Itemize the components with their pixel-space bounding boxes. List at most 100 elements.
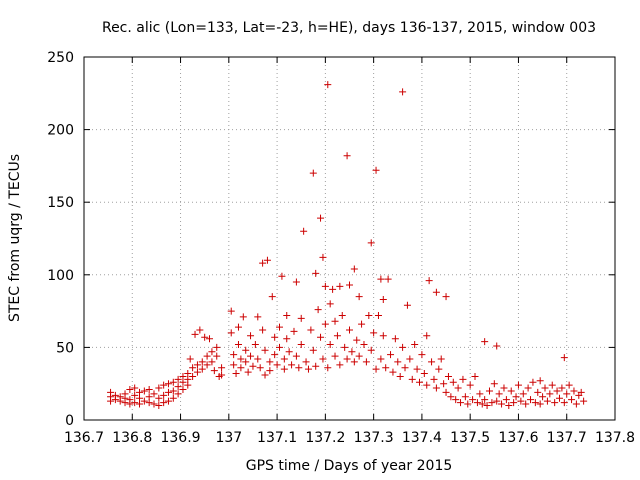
data-point [237, 355, 245, 363]
data-point [292, 352, 300, 360]
data-point [302, 358, 310, 366]
x-tick-label: 136.9 [160, 430, 200, 446]
data-point [331, 317, 339, 325]
data-point [244, 368, 252, 376]
data-point [382, 364, 390, 372]
data-point [560, 399, 568, 407]
data-point [193, 368, 201, 376]
data-point [317, 214, 325, 222]
data-point [276, 323, 284, 331]
data-point [276, 343, 284, 351]
data-point [116, 397, 124, 405]
axis-ticks [83, 56, 616, 421]
data-point [321, 282, 329, 290]
data-point [394, 358, 402, 366]
data-point [174, 390, 182, 398]
data-point [391, 335, 399, 343]
data-point [174, 375, 182, 383]
data-point [343, 355, 351, 363]
data-point [401, 364, 409, 372]
data-point [577, 388, 585, 396]
data-point [370, 329, 378, 337]
data-point [372, 166, 380, 174]
data-point [273, 361, 281, 369]
data-point [249, 362, 257, 370]
data-point [365, 311, 373, 319]
data-point [536, 377, 544, 385]
x-axis-title: GPS time / Days of year 2015 [246, 458, 453, 474]
x-tick-label: 137.1 [257, 430, 297, 446]
data-point [312, 362, 320, 370]
data-point [527, 396, 535, 404]
data-point [210, 367, 218, 375]
x-tick-label: 136.8 [112, 430, 152, 446]
data-point [237, 364, 245, 372]
data-point [555, 394, 563, 402]
data-point [319, 355, 327, 363]
x-tick-label: 137 [215, 430, 242, 446]
data-point [329, 285, 337, 293]
data-point [242, 346, 250, 354]
data-point [174, 383, 182, 391]
data-point [131, 384, 139, 392]
data-point [440, 380, 448, 388]
data-point [213, 343, 221, 351]
data-point [297, 340, 305, 348]
data-point [350, 265, 358, 273]
data-point [447, 393, 455, 401]
data-points [107, 81, 588, 409]
data-point [372, 365, 380, 373]
data-point [155, 384, 163, 392]
data-point [408, 375, 416, 383]
data-point [203, 352, 211, 360]
data-point [471, 372, 479, 380]
y-tick-labels: 0 50 100 150 200 250 [47, 50, 74, 429]
data-point [300, 227, 308, 235]
data-point [160, 391, 168, 399]
data-point [312, 269, 320, 277]
data-point [551, 399, 559, 407]
data-point [493, 342, 501, 350]
data-point [568, 396, 576, 404]
data-point [208, 358, 216, 366]
data-point [247, 332, 255, 340]
data-point [145, 386, 153, 394]
data-point [309, 169, 317, 177]
x-tick-label: 137.3 [354, 430, 394, 446]
data-point [232, 370, 240, 378]
data-point [500, 384, 508, 392]
data-point [184, 381, 192, 389]
data-point [403, 301, 411, 309]
data-point [430, 375, 438, 383]
data-point [483, 401, 491, 409]
data-point [389, 368, 397, 376]
data-point [164, 388, 172, 396]
data-point [164, 380, 172, 388]
data-point [198, 365, 206, 373]
data-point [324, 81, 332, 89]
x-tick-label: 137.7 [547, 430, 587, 446]
data-point [536, 400, 544, 408]
data-point [271, 333, 279, 341]
data-point [522, 400, 530, 408]
data-point [201, 333, 209, 341]
data-point [290, 327, 298, 335]
data-point [469, 396, 477, 404]
data-point [539, 393, 547, 401]
data-point [336, 282, 344, 290]
data-point [169, 394, 177, 402]
data-point [186, 355, 194, 363]
data-point [169, 378, 177, 386]
data-point [563, 390, 571, 398]
data-point [218, 371, 226, 379]
data-point [541, 384, 549, 392]
data-point [198, 358, 206, 366]
data-point [131, 391, 139, 399]
data-point [336, 361, 344, 369]
data-point [319, 253, 327, 261]
data-point [155, 394, 163, 402]
data-point [510, 399, 518, 407]
data-point [169, 387, 177, 395]
plot-frame [83, 56, 616, 421]
data-point [295, 364, 303, 372]
